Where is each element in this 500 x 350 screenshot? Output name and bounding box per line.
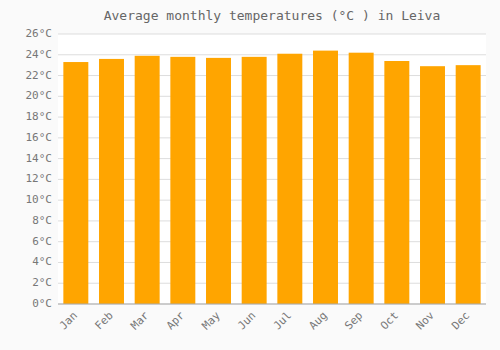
title: Average monthly temperatures (°C ) in Le…	[104, 8, 441, 23]
bar	[206, 58, 231, 304]
x-axis-line	[58, 304, 486, 305]
bars	[63, 51, 480, 304]
x-tick-label: Dec	[449, 309, 472, 332]
y-tick-label: 14°C	[26, 152, 53, 165]
x-tick-label: Sep	[342, 309, 365, 332]
y-tick-label: 12°C	[26, 172, 53, 185]
x-tick-label: Nov	[413, 309, 437, 333]
x-tick-label: May	[199, 309, 223, 333]
grid	[58, 34, 486, 304]
chart-container: 0°C 2°C 4°C 6°C 8°C 10°C 12°C 14°C 16°C 18°C 20°C 2…	[0, 0, 500, 350]
y-tick-label: 22°C	[26, 69, 53, 82]
x-tick-label: Oct	[378, 309, 401, 332]
y-tick-label: 10°C	[26, 193, 53, 206]
plot-background	[58, 34, 486, 304]
bar	[349, 53, 374, 304]
bar	[170, 57, 195, 304]
y-tick-label: 0°C	[32, 297, 52, 310]
grid-line	[58, 34, 486, 35]
y-tick-label: 16°C	[26, 131, 53, 144]
bar	[277, 54, 302, 304]
bar	[384, 61, 409, 304]
x-tick-label: Apr	[164, 309, 188, 333]
bar	[63, 62, 88, 304]
x-tick-label: Mar	[128, 309, 152, 333]
x-tick-label: Jun	[235, 309, 258, 332]
y-tick-label: 18°C	[26, 110, 53, 123]
y-tick-label: 4°C	[32, 255, 52, 268]
bar	[242, 57, 267, 304]
y-tick-label: 2°C	[32, 276, 52, 289]
grid-line	[58, 54, 486, 55]
y-tick-label: 24°C	[26, 48, 53, 61]
x-tick-label: Jan	[57, 309, 80, 332]
x-tick-label: Jul	[271, 309, 294, 332]
bar	[135, 56, 160, 304]
y-tick-label: 20°C	[26, 89, 53, 102]
bar	[420, 66, 445, 304]
x-tick-label: Feb	[92, 309, 115, 332]
bar	[456, 65, 481, 304]
bar	[313, 51, 338, 304]
x-tick-label: Aug	[306, 309, 329, 332]
grid-line	[58, 304, 486, 305]
y-tick-label: 6°C	[32, 235, 52, 248]
y-tick-label: 8°C	[32, 214, 52, 227]
bar	[99, 59, 124, 304]
chart: 0°C 2°C 4°C 6°C 8°C 10°C 12°C 14°C 16°C 18°C 20°C 2…	[0, 0, 500, 350]
y-tick-label: 26°C	[26, 27, 53, 40]
